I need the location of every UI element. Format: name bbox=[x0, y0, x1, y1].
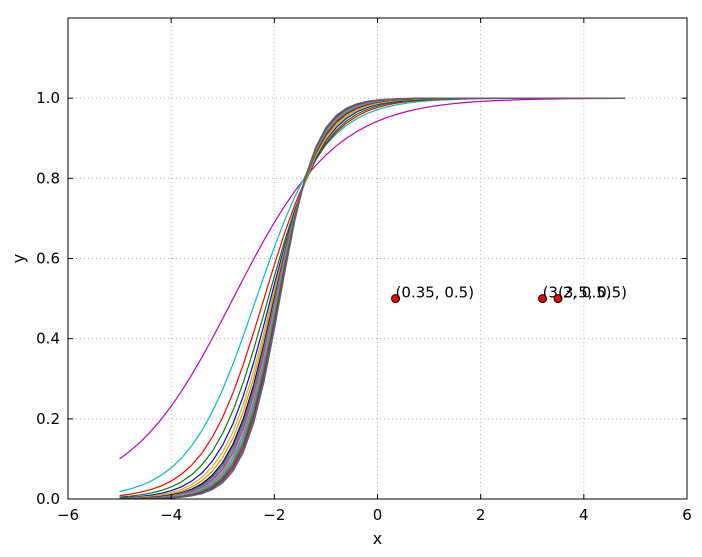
y-tick-label: 0.2 bbox=[36, 410, 60, 428]
y-tick-label: 0.6 bbox=[36, 250, 60, 268]
data-point-3 bbox=[553, 294, 563, 304]
x-tick-label: −4 bbox=[160, 506, 182, 524]
x-tick-label: 6 bbox=[682, 506, 692, 524]
data-point-label-3: (3.5, 0.5) bbox=[558, 284, 627, 302]
y-axis-label: y bbox=[9, 254, 28, 263]
x-axis-label: x bbox=[373, 529, 382, 548]
data-point-label-1: (0.35, 0.5) bbox=[396, 284, 475, 302]
ticks: −6 −4 −2 0 2 4 6 0.0 0.2 0.4 0.6 0.8 1.0 bbox=[36, 18, 692, 524]
x-tick-label: −6 bbox=[57, 506, 79, 524]
series-line-1 bbox=[119, 97, 626, 460]
y-tick-label: 0.0 bbox=[36, 490, 60, 508]
y-tick-label: 0.8 bbox=[36, 169, 60, 187]
data-point-1 bbox=[391, 294, 401, 304]
x-tick-label: 0 bbox=[373, 506, 383, 524]
points-layer: (0.35, 0.5) (3.2, 0.5)(3.5, 0.5) bbox=[391, 284, 627, 304]
x-tick-label: 2 bbox=[476, 506, 486, 524]
series-layer bbox=[119, 97, 626, 500]
y-tick-label: 0.4 bbox=[36, 330, 60, 348]
x-tick-label: 4 bbox=[579, 506, 589, 524]
x-tick-label: −2 bbox=[263, 506, 285, 524]
y-tick-label: 1.0 bbox=[36, 89, 60, 107]
data-point-2 bbox=[538, 294, 548, 304]
series-line-19 bbox=[119, 97, 626, 500]
